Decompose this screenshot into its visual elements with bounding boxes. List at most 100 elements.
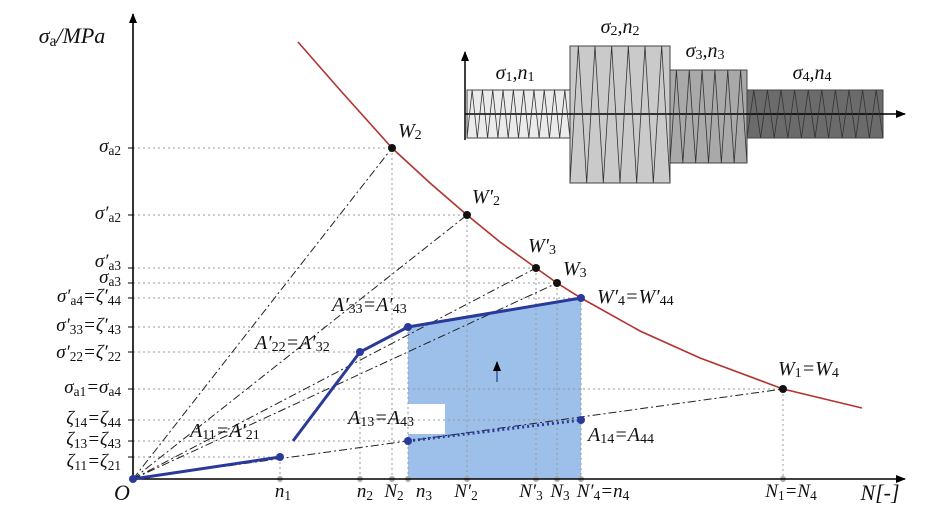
label-part: N xyxy=(764,481,779,502)
label-part: σ xyxy=(601,16,612,38)
label-part: σ xyxy=(99,136,109,157)
subscript: 2 xyxy=(471,488,478,503)
point xyxy=(356,348,364,356)
subscript: a1 xyxy=(74,384,87,399)
y-tick-label: σ′a3 xyxy=(95,251,121,273)
label-part: =ζ xyxy=(87,429,109,450)
label-part: A xyxy=(586,424,601,446)
subscript: 33 xyxy=(70,322,84,337)
damage-path xyxy=(132,455,281,481)
subscript: a4 xyxy=(70,293,83,308)
subscript: 3 xyxy=(563,488,570,503)
labels: σa2σ′a2σ′a3σa3σ′a4=ζ′44σ′33=ζ′43σ′22=ζ′2… xyxy=(39,16,900,505)
label-part: =A xyxy=(374,407,400,429)
x-tick-label: n1 xyxy=(275,481,291,503)
x-tick-label: n2 xyxy=(357,481,373,503)
subscript: 32 xyxy=(316,340,330,355)
subscript: 2 xyxy=(610,24,617,39)
subscript: 1 xyxy=(505,70,512,85)
subscript: 3 xyxy=(425,488,432,503)
damage-path-dotted xyxy=(407,418,582,443)
subscript: 4 xyxy=(623,488,630,503)
label-part: =ζ′ xyxy=(83,286,109,307)
ray xyxy=(132,214,468,480)
subscript: 2 xyxy=(366,488,373,503)
label-part: N xyxy=(549,481,564,502)
subscript: 4 xyxy=(832,366,839,381)
subscript: 2 xyxy=(632,24,639,39)
subscript: 14 xyxy=(74,415,88,430)
subscript: 13 xyxy=(360,415,374,430)
label-part: σ xyxy=(39,23,51,48)
label-part: A xyxy=(346,407,361,429)
y-tick-label: ζ14=ζ44 xyxy=(66,408,121,430)
subscript: 21 xyxy=(108,458,121,473)
label-part: A′ xyxy=(330,294,349,316)
subscript: a4 xyxy=(108,384,121,399)
subscript: 2 xyxy=(415,128,422,143)
x-tick-label: N3 xyxy=(549,481,570,503)
subscript: 44 xyxy=(640,432,654,447)
point xyxy=(404,437,412,445)
point-label: W′4=W′44 xyxy=(597,286,674,310)
ray xyxy=(132,388,784,480)
x-tick-label: N2 xyxy=(383,481,403,503)
ray xyxy=(132,282,558,480)
label-part: N[-] xyxy=(859,480,899,505)
block-label: σ3,n3 xyxy=(686,40,725,64)
point-label: A14=A44 xyxy=(586,424,654,448)
label-part: n xyxy=(416,481,426,502)
label-part: ,n xyxy=(617,16,632,38)
subscript: 43 xyxy=(108,322,122,337)
point-label: W′2 xyxy=(472,186,500,210)
label-part: A′ xyxy=(253,332,272,354)
label-part: ,n xyxy=(512,62,527,84)
subscript: 13 xyxy=(74,436,88,451)
label-part: /MPa xyxy=(54,23,105,48)
point-label: A13=A43 xyxy=(346,407,414,431)
label-part: A xyxy=(188,420,203,442)
label-part: N xyxy=(383,481,398,502)
subscript: 14 xyxy=(600,432,614,447)
load-cycles xyxy=(569,45,671,184)
subscript: 2 xyxy=(397,488,404,503)
label-part: n xyxy=(357,481,367,502)
label-mask xyxy=(345,404,445,434)
point xyxy=(276,453,284,461)
subscript: 43 xyxy=(400,415,414,430)
subscript: a3 xyxy=(108,274,121,289)
point-label: A11=A′21 xyxy=(188,420,260,444)
subscript: 1 xyxy=(795,366,802,381)
point-label: A′33=A′43 xyxy=(330,294,407,318)
subscript: 3 xyxy=(695,48,702,63)
label-part: σ′ xyxy=(56,342,70,363)
label-part: =σ xyxy=(86,377,109,398)
subscript: 2 xyxy=(493,194,500,209)
point-label: W2 xyxy=(398,120,422,144)
label-part: =n xyxy=(600,481,622,502)
damage-path xyxy=(291,296,582,442)
ray xyxy=(132,147,393,480)
x-tick-label: N′2 xyxy=(453,481,478,503)
subscript: 21 xyxy=(246,428,260,443)
label-part: W′ xyxy=(528,235,550,257)
subscript: 1 xyxy=(527,70,534,85)
label-part: N′ xyxy=(576,481,595,502)
subscript: 4 xyxy=(824,70,831,85)
x-tick-label: N′3 xyxy=(518,481,543,503)
subscript: 22 xyxy=(108,349,121,364)
label-part: =ζ′ xyxy=(83,342,109,363)
label-part: =ζ xyxy=(87,408,109,429)
x-tick-label: n3 xyxy=(416,481,433,503)
subscript: 3 xyxy=(549,243,556,258)
y-tick-label: ζ13=ζ43 xyxy=(66,429,121,451)
label-part: ζ xyxy=(66,429,75,450)
subscript: 4 xyxy=(618,294,625,309)
subscript: 4 xyxy=(594,488,601,503)
label-part: W xyxy=(563,258,582,280)
subscript: 44 xyxy=(108,415,122,430)
subscript: 4 xyxy=(810,488,817,503)
y-tick-label: σ′22=ζ′22 xyxy=(56,342,121,364)
y-tick-label: ζ11=ζ21 xyxy=(67,451,121,473)
